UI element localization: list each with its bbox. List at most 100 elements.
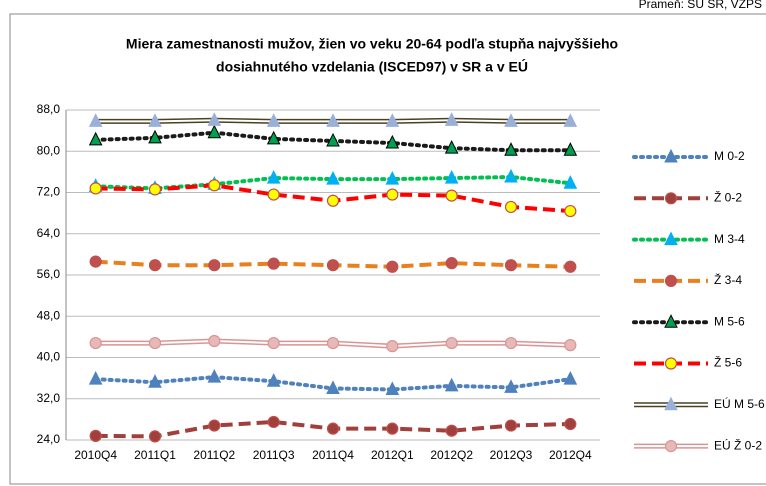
marker bbox=[445, 257, 458, 270]
marker bbox=[148, 129, 162, 144]
x-tick-label: 2010Q4 bbox=[74, 448, 117, 462]
marker bbox=[385, 134, 400, 149]
x-tick-label: 2012Q4 bbox=[549, 448, 592, 462]
marker bbox=[266, 113, 281, 127]
marker bbox=[207, 368, 222, 383]
marker bbox=[386, 260, 399, 273]
marker bbox=[563, 113, 578, 127]
marker bbox=[208, 179, 221, 192]
marker bbox=[267, 188, 280, 201]
y-tick-label: 72,0 bbox=[37, 185, 61, 199]
marker bbox=[148, 113, 162, 127]
marker bbox=[326, 132, 340, 147]
marker bbox=[326, 113, 340, 127]
legend-label: Ž 0-2 bbox=[714, 189, 742, 204]
marker bbox=[445, 424, 458, 437]
marker bbox=[148, 183, 162, 196]
marker bbox=[267, 257, 280, 270]
legend-marker bbox=[664, 192, 678, 205]
marker bbox=[148, 259, 162, 272]
marker bbox=[385, 170, 400, 185]
legend-marker bbox=[664, 440, 678, 453]
y-tick-label: 32,0 bbox=[37, 391, 61, 405]
marker bbox=[326, 194, 340, 207]
marker bbox=[385, 381, 400, 395]
marker bbox=[386, 340, 399, 353]
legend-marker bbox=[664, 314, 678, 328]
x-tick-label: 2011Q1 bbox=[134, 448, 176, 462]
marker bbox=[564, 260, 577, 273]
legend-label: M 3-4 bbox=[714, 232, 745, 246]
x-tick-label: 2012Q3 bbox=[490, 448, 533, 462]
legend-marker bbox=[664, 231, 678, 246]
legend-label: Ž 3-4 bbox=[714, 272, 742, 287]
y-tick-label: 56,0 bbox=[37, 267, 61, 281]
legend-label: Ž 5-6 bbox=[714, 355, 742, 370]
marker bbox=[326, 380, 340, 394]
marker bbox=[504, 379, 518, 393]
legend-marker bbox=[664, 148, 678, 163]
legend-label: EÚ Ž 0-2 bbox=[714, 437, 762, 452]
marker bbox=[504, 259, 518, 272]
marker bbox=[444, 112, 459, 126]
x-tick-label: 2011Q3 bbox=[253, 448, 295, 462]
chart-title: dosiahnutého vzdelania (ISCED97) v SR a … bbox=[216, 58, 528, 75]
source-note: Prameň: ŠÚ SR, VZPS bbox=[639, 0, 762, 11]
marker bbox=[564, 417, 577, 431]
marker bbox=[89, 182, 102, 195]
marker bbox=[266, 169, 281, 184]
marker bbox=[208, 419, 221, 432]
marker bbox=[563, 371, 578, 385]
marker bbox=[89, 336, 102, 350]
marker bbox=[148, 430, 162, 443]
chart-border bbox=[9, 13, 766, 485]
marker bbox=[89, 429, 102, 442]
marker bbox=[88, 131, 103, 146]
marker bbox=[89, 255, 102, 268]
x-tick-label: 2012Q2 bbox=[430, 448, 473, 462]
marker bbox=[267, 336, 280, 350]
marker bbox=[148, 374, 162, 388]
marker bbox=[386, 422, 399, 435]
marker bbox=[208, 334, 221, 348]
marker bbox=[504, 336, 518, 350]
marker bbox=[88, 371, 103, 385]
marker bbox=[326, 259, 340, 272]
marker bbox=[563, 142, 578, 156]
marker bbox=[326, 170, 340, 185]
x-tick-label: 2011Q2 bbox=[193, 448, 235, 462]
marker bbox=[563, 175, 578, 189]
legend-marker bbox=[664, 357, 678, 370]
legend-label: EÚ M 5-6 bbox=[714, 396, 765, 411]
x-tick-label: 2012Q1 bbox=[371, 448, 414, 462]
marker bbox=[326, 422, 340, 435]
marker bbox=[385, 113, 400, 127]
y-tick-label: 88,0 bbox=[37, 102, 61, 116]
marker bbox=[504, 142, 518, 156]
marker bbox=[266, 373, 281, 387]
marker bbox=[444, 140, 459, 154]
marker bbox=[504, 168, 518, 183]
marker bbox=[148, 336, 162, 350]
marker bbox=[326, 336, 340, 350]
y-tick-label: 64,0 bbox=[37, 226, 61, 240]
marker bbox=[444, 169, 459, 184]
marker bbox=[267, 415, 280, 429]
marker bbox=[445, 336, 458, 350]
marker bbox=[88, 113, 103, 127]
legend-marker bbox=[664, 396, 678, 411]
marker bbox=[564, 204, 577, 218]
marker bbox=[266, 130, 281, 145]
marker bbox=[445, 189, 458, 202]
marker bbox=[386, 188, 399, 201]
y-tick-label: 24,0 bbox=[37, 432, 61, 446]
legend-label: M 0-2 bbox=[714, 149, 745, 163]
marker bbox=[504, 200, 518, 214]
marker bbox=[207, 124, 222, 139]
marker bbox=[564, 339, 577, 352]
chart-title: Miera zamestnanosti mužov, žien vo veku … bbox=[126, 36, 618, 52]
y-tick-label: 40,0 bbox=[37, 350, 61, 364]
legend-marker bbox=[664, 274, 678, 287]
marker bbox=[208, 259, 221, 272]
